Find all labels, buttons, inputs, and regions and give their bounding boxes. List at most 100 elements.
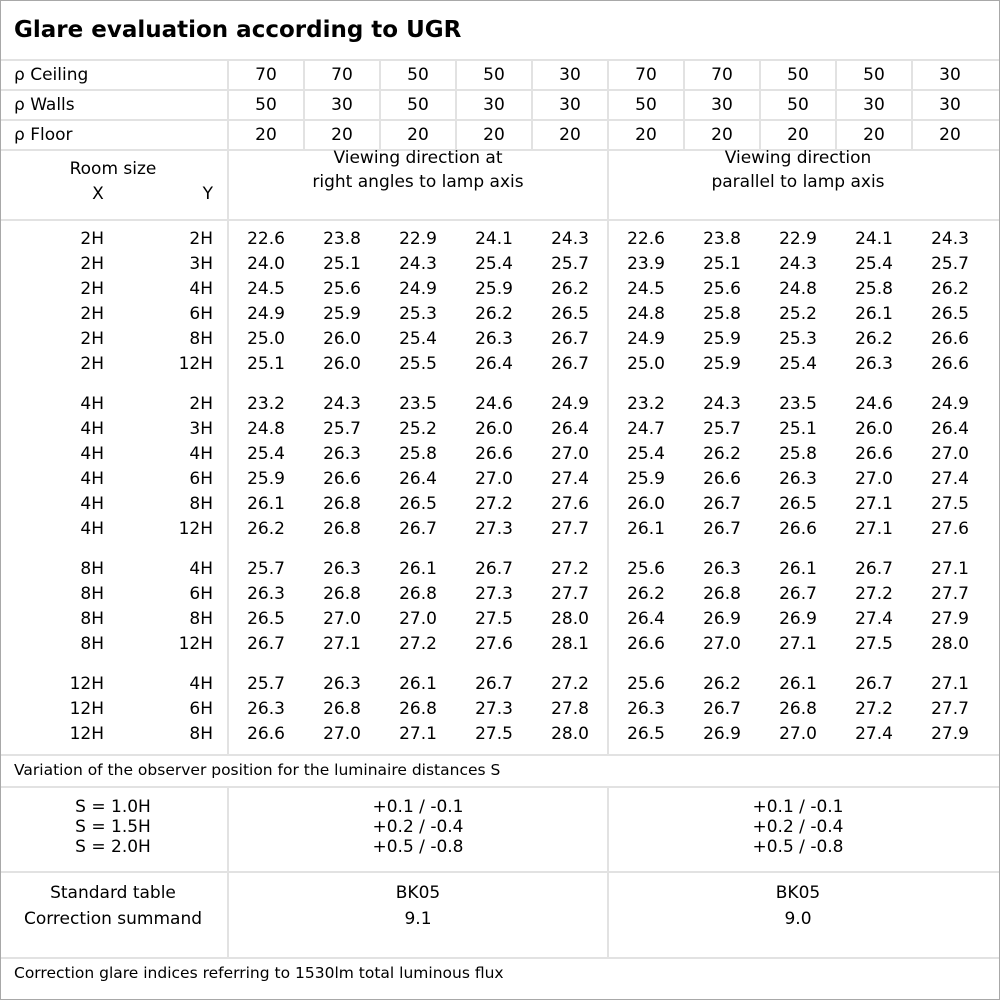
ugr-value: 26.8 [323, 584, 361, 604]
ugr-value: 26.5 [399, 494, 437, 514]
room-y: 6H [189, 469, 213, 489]
ugr-value: 25.7 [551, 254, 589, 274]
reflectance-value: 20 [483, 125, 505, 145]
ugr-value: 28.0 [931, 634, 969, 654]
column-divider [683, 60, 685, 150]
ugr-value: 25.6 [627, 559, 665, 579]
ugr-value: 26.2 [475, 304, 513, 324]
ugr-value: 25.7 [247, 559, 285, 579]
room-x: 2H [80, 254, 104, 274]
room-x: 2H [80, 229, 104, 249]
ugr-value: 25.9 [323, 304, 361, 324]
ugr-value: 26.7 [703, 494, 741, 514]
ugr-value: 26.0 [855, 419, 893, 439]
ugr-value: 26.4 [931, 419, 969, 439]
room-x: 4H [80, 444, 104, 464]
ugr-value: 26.7 [247, 634, 285, 654]
room-size-label: Room size [69, 159, 157, 179]
ugr-value: 26.3 [703, 559, 741, 579]
ugr-value: 27.1 [855, 494, 893, 514]
ugr-value: 27.9 [931, 609, 969, 629]
ugr-value: 26.6 [931, 329, 969, 349]
reflectance-value: 30 [559, 65, 581, 85]
column-divider [911, 60, 913, 150]
ugr-value: 26.6 [323, 469, 361, 489]
ugr-value: 26.8 [703, 584, 741, 604]
row-divider [1, 149, 999, 151]
ugr-value: 24.3 [779, 254, 817, 274]
reflectance-label: ρ Floor [14, 125, 73, 145]
ugr-value: 24.8 [779, 279, 817, 299]
ugr-value: 27.2 [855, 699, 893, 719]
ugr-value: 22.9 [779, 229, 817, 249]
reflectance-value: 30 [331, 95, 353, 115]
ugr-value: 27.0 [399, 609, 437, 629]
ugr-value: 27.4 [855, 609, 893, 629]
reflectance-value: 20 [939, 125, 961, 145]
ugr-value: 27.6 [551, 494, 589, 514]
reflectance-value: 30 [863, 95, 885, 115]
ugr-value: 26.2 [855, 329, 893, 349]
reflectance-value: 50 [635, 95, 657, 115]
room-y: 12H [178, 519, 213, 539]
ugr-value: 27.7 [551, 519, 589, 539]
ugr-value: 25.6 [323, 279, 361, 299]
ugr-value: 26.7 [551, 329, 589, 349]
reflectance-value: 20 [255, 125, 277, 145]
row-divider [1, 957, 999, 959]
ugr-value: 26.5 [779, 494, 817, 514]
room-x: 8H [80, 634, 104, 654]
ugr-value: 23.2 [247, 394, 285, 414]
ugr-value: 24.5 [247, 279, 285, 299]
room-x: 4H [80, 394, 104, 414]
ugr-value: 27.1 [779, 634, 817, 654]
ugr-value: 26.6 [247, 724, 285, 744]
ugr-value: 27.4 [855, 724, 893, 744]
ugr-value: 26.3 [323, 444, 361, 464]
room-y: 8H [189, 494, 213, 514]
ugr-value: 27.6 [931, 519, 969, 539]
ugr-value: 27.2 [399, 634, 437, 654]
ugr-value: 25.8 [703, 304, 741, 324]
column-divider [227, 60, 229, 755]
reflectance-value: 50 [863, 65, 885, 85]
ugr-value: 26.8 [323, 699, 361, 719]
ugr-value: 26.4 [475, 354, 513, 374]
ugr-value: 26.3 [323, 559, 361, 579]
ugr-value: 26.3 [779, 469, 817, 489]
room-x: 8H [80, 609, 104, 629]
ugr-value: 26.6 [779, 519, 817, 539]
reflectance-value: 70 [635, 65, 657, 85]
ugr-value: 27.5 [931, 494, 969, 514]
variation-value: +0.1 / -0.1 [752, 797, 844, 817]
reflectance-value: 30 [483, 95, 505, 115]
ugr-value: 24.5 [627, 279, 665, 299]
room-y: 6H [189, 304, 213, 324]
variation-value: +0.5 / -0.8 [752, 837, 844, 857]
room-x: 8H [80, 584, 104, 604]
ugr-value: 27.1 [931, 674, 969, 694]
ugr-value: 26.4 [551, 419, 589, 439]
reflectance-value: 50 [407, 65, 429, 85]
room-y: 2H [189, 229, 213, 249]
reflectance-value: 70 [331, 65, 353, 85]
direction-right-angles-label: Viewing direction at [333, 148, 503, 168]
ugr-value: 27.1 [855, 519, 893, 539]
room-y: 6H [189, 699, 213, 719]
ugr-value: 25.3 [779, 329, 817, 349]
ugr-value: 27.5 [855, 634, 893, 654]
ugr-value: 28.1 [551, 634, 589, 654]
ugr-value: 26.7 [475, 559, 513, 579]
reflectance-value: 20 [331, 125, 353, 145]
ugr-value: 25.5 [399, 354, 437, 374]
ugr-value: 24.9 [247, 304, 285, 324]
ugr-value: 27.3 [475, 584, 513, 604]
ugr-value: 24.1 [475, 229, 513, 249]
ugr-value: 22.9 [399, 229, 437, 249]
ugr-value: 27.1 [399, 724, 437, 744]
room-y: 8H [189, 329, 213, 349]
ugr-value: 26.8 [399, 699, 437, 719]
ugr-value: 27.3 [475, 699, 513, 719]
ugr-value: 26.5 [931, 304, 969, 324]
ugr-value: 26.6 [627, 634, 665, 654]
